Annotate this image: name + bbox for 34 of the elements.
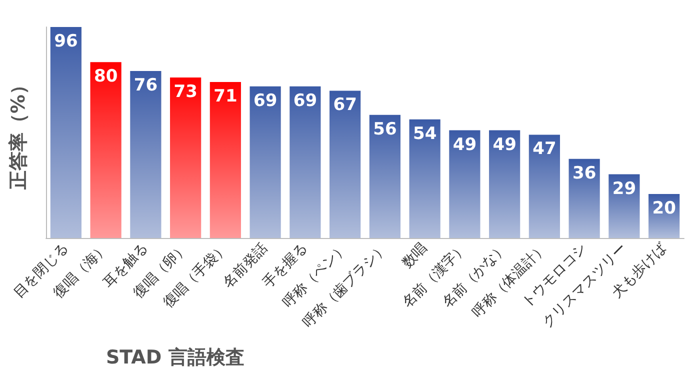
bar bbox=[489, 130, 520, 238]
data-label: 36 bbox=[572, 163, 596, 184]
bar bbox=[369, 114, 400, 238]
x-axis-title: STAD 言語検査 bbox=[106, 346, 244, 368]
data-label: 20 bbox=[652, 198, 676, 219]
bar bbox=[528, 134, 560, 238]
data-label: 49 bbox=[452, 134, 477, 155]
bar bbox=[210, 82, 241, 238]
bar bbox=[330, 90, 361, 238]
data-label: 29 bbox=[612, 178, 636, 199]
x-tick-label: 数唱 bbox=[399, 240, 430, 272]
data-label: 67 bbox=[333, 95, 357, 116]
bar bbox=[449, 130, 480, 238]
data-label: 80 bbox=[94, 66, 118, 87]
bar bbox=[608, 174, 640, 238]
data-label: 49 bbox=[492, 134, 516, 155]
bar bbox=[250, 86, 281, 238]
bar bbox=[290, 86, 321, 238]
bar bbox=[130, 70, 162, 238]
bar bbox=[90, 62, 122, 238]
data-label: 69 bbox=[293, 90, 318, 111]
data-label: 96 bbox=[54, 32, 78, 52]
data-label: 47 bbox=[532, 139, 556, 160]
data-label: 76 bbox=[134, 75, 158, 96]
bar bbox=[409, 119, 440, 238]
bar bbox=[568, 158, 600, 238]
bar bbox=[50, 27, 82, 238]
data-label: 56 bbox=[373, 119, 397, 140]
data-label: 71 bbox=[214, 86, 238, 106]
data-label: 69 bbox=[253, 90, 278, 111]
data-label: 54 bbox=[412, 124, 437, 144]
bar bbox=[170, 78, 202, 238]
y-axis-title: 正答率（%） bbox=[8, 75, 30, 191]
data-label: 73 bbox=[174, 82, 198, 102]
